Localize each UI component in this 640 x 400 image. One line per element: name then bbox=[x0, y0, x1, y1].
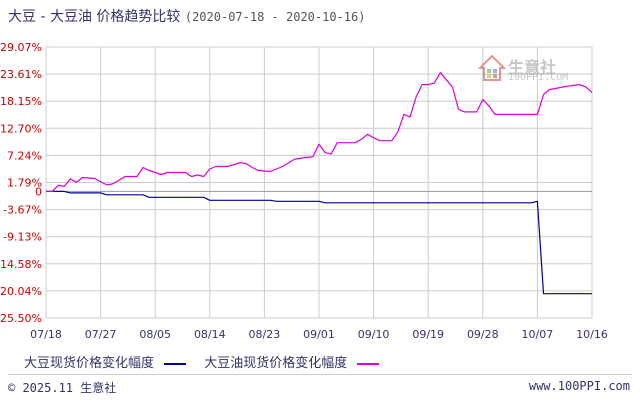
legend-label-soybean-oil: 大豆油现货价格变化幅度 bbox=[204, 356, 348, 371]
watermark-name: 生意社 bbox=[508, 58, 557, 77]
chart-legend: 大豆现货价格变化幅度 大豆油现货价格变化幅度 bbox=[24, 352, 393, 371]
soybean-price-line bbox=[46, 190, 592, 295]
y-tick-label: -20.04% bbox=[0, 285, 42, 298]
house-logo-icon bbox=[477, 54, 507, 81]
y-tick-label: 12.70% bbox=[0, 122, 42, 135]
x-tick-label: 09/28 bbox=[467, 328, 499, 341]
y-tick-label: 7.24% bbox=[7, 149, 42, 162]
y-tick-label: 29.07% bbox=[0, 41, 42, 54]
x-tick-label: 07/18 bbox=[30, 328, 62, 341]
legend-item-soybean-oil: 大豆油现货价格变化幅度 bbox=[204, 352, 380, 371]
watermark-logo: 生意社 100PPI.COM bbox=[477, 54, 598, 86]
legend-line-soybean-oil bbox=[357, 362, 380, 365]
x-tick-label: 09/01 bbox=[303, 328, 335, 341]
soybean-oil-price-line bbox=[46, 72, 593, 192]
x-tick-label: 09/10 bbox=[358, 328, 390, 341]
x-tick-label: 09/19 bbox=[412, 328, 444, 341]
x-tick-label: 10/16 bbox=[576, 328, 608, 341]
legend-item-soybean: 大豆现货价格变化幅度 bbox=[24, 352, 187, 371]
y-tick-label: 23.61% bbox=[0, 68, 42, 81]
y-tick-label: 18.15% bbox=[0, 95, 42, 108]
chart-date-range: (2020-07-18 - 2020-10-16) bbox=[184, 10, 366, 24]
y-tick-label: -3.67% bbox=[3, 204, 42, 217]
legend-label-soybean: 大豆现货价格变化幅度 bbox=[24, 356, 155, 371]
y-tick-label: -9.13% bbox=[3, 231, 42, 244]
chart-title: 大豆 - 大豆油 价格趋势比较 (2020-07-18 - 2020-10-16… bbox=[8, 6, 365, 26]
footer-divider bbox=[8, 374, 632, 375]
chart-title-main: 大豆 - 大豆油 价格趋势比较 bbox=[8, 9, 181, 25]
x-tick-label: 10/07 bbox=[522, 328, 554, 341]
x-tick-label: 08/05 bbox=[139, 328, 171, 341]
y-tick-label: 1.79% bbox=[7, 177, 42, 190]
copyright-text: © 2025.11 生意社 bbox=[8, 381, 117, 395]
site-link[interactable]: www.100PPI.com bbox=[528, 379, 630, 393]
y-tick-label: -14.58% bbox=[0, 258, 42, 271]
legend-line-soybean bbox=[164, 362, 187, 365]
x-tick-label: 08/23 bbox=[249, 328, 281, 341]
watermark-url: 100PPI.COM bbox=[508, 72, 569, 83]
y-zero-label: 0 bbox=[35, 185, 42, 198]
x-tick-label: 08/14 bbox=[194, 328, 226, 341]
x-tick-label: 07/27 bbox=[85, 328, 117, 341]
y-tick-label: -25.50% bbox=[0, 312, 42, 325]
